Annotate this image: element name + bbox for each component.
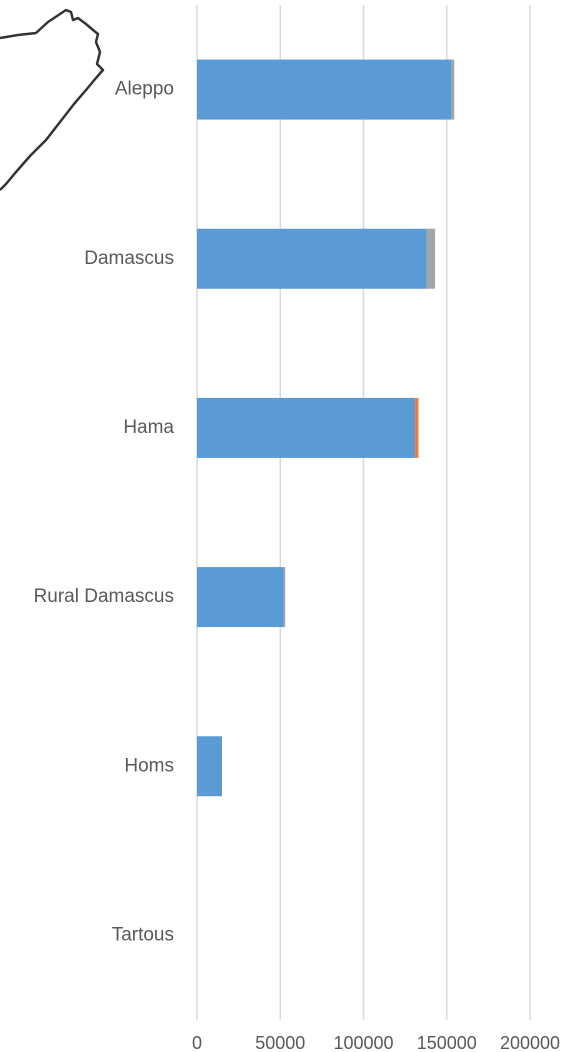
gridlines xyxy=(196,5,531,1020)
category-label-damascus: Damascus xyxy=(84,248,174,269)
x-tick-label-1: 50000 xyxy=(255,1033,305,1052)
bar-damascus-series-1 xyxy=(197,228,427,289)
map-outline-decoration xyxy=(0,8,105,191)
x-tick-label-3: 150000 xyxy=(417,1033,477,1052)
x-tick-labels: 0 50000 100000 150000 200000 xyxy=(192,1033,560,1052)
bar-damascus-series-3 xyxy=(426,228,436,289)
bar-hama-series-1 xyxy=(197,397,416,458)
category-labels: Aleppo Damascus Hama Rural Damascus Homs Tart… xyxy=(34,79,175,946)
x-tick-label-4: 200000 xyxy=(500,1033,560,1052)
x-tick-label-2: 100000 xyxy=(333,1033,393,1052)
bar-homs-series-1 xyxy=(197,736,222,797)
bar-aleppo-series-1 xyxy=(197,59,452,120)
category-label-homs: Homs xyxy=(124,755,174,776)
bar-rural-damascus-series-3 xyxy=(283,567,286,628)
bars xyxy=(197,59,455,797)
bar-rural-damascus-series-1 xyxy=(197,567,284,628)
category-label-aleppo: Aleppo xyxy=(115,79,174,100)
bar-aleppo-series-3 xyxy=(451,59,455,120)
category-label-rural-damascus: Rural Damascus xyxy=(34,586,174,607)
bar-hama-series-2 xyxy=(415,397,419,458)
x-tick-label-0: 0 xyxy=(192,1033,202,1052)
category-label-tartous: Tartous xyxy=(112,924,174,945)
category-label-hama: Hama xyxy=(123,417,174,438)
